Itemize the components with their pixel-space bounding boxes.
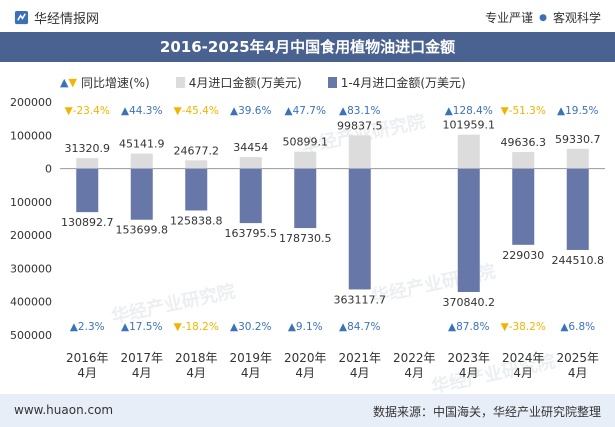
month-bar — [457, 134, 480, 169]
month-bar — [294, 151, 317, 169]
month-value-label: 50899.1 — [283, 136, 329, 149]
month-value-label: 49636.3 — [501, 136, 547, 149]
cum-growth-label: ▼-38.2% — [501, 321, 546, 333]
cum-value-label: 125838.8 — [170, 214, 223, 227]
legend-up-down-icon: ▲▼ — [60, 76, 77, 89]
legend-month-label: 4月进口金额(万美元) — [188, 76, 302, 90]
legend-cum: 1-4月进口金额(万美元) — [327, 74, 466, 91]
month-growth-label: ▲47.7% — [285, 105, 326, 117]
month-bar — [512, 152, 535, 169]
month-growth-label: ▲44.3% — [121, 105, 162, 117]
legend-growth-label: 同比增速(%) — [80, 76, 150, 90]
month-bar — [239, 157, 262, 169]
month-growth-label: ▼-51.3% — [501, 105, 546, 117]
month-value-label: 31320.9 — [65, 142, 111, 155]
cum-growth-label: ▲6.8% — [560, 321, 595, 333]
legend-cum-swatch — [327, 77, 337, 88]
month-bar — [130, 153, 153, 169]
month-value-label: 59330.7 — [555, 133, 601, 146]
x-tick-label: 2020年 4月 — [284, 351, 327, 380]
month-bar — [348, 135, 371, 169]
cum-value-label: 178730.5 — [279, 232, 332, 245]
cum-bar — [566, 168, 589, 250]
cum-bar — [76, 168, 99, 213]
legend-cum-label: 1-4月进口金额(万美元) — [340, 76, 466, 90]
footer-source: 数据来源：中国海关，华经产业研究院整理 — [372, 405, 601, 419]
month-value-label: 24677.2 — [174, 144, 220, 157]
month-bar — [76, 158, 99, 169]
y-tick-label: 0 — [45, 163, 52, 176]
month-value-label: 34454 — [233, 141, 268, 154]
huajing-logo-icon — [14, 10, 29, 25]
cum-bar — [294, 168, 317, 229]
footer-url: www.huaon.com — [14, 403, 114, 417]
cum-bar — [185, 168, 208, 211]
month-growth-label: ▲83.1% — [339, 105, 380, 117]
x-tick-label: 2023年 4月 — [447, 351, 490, 380]
y-tick-label: 100000 — [10, 196, 52, 209]
x-tick-label: 2022年 4月 — [393, 351, 436, 380]
month-bar — [185, 160, 208, 169]
y-tick-label: 500000 — [10, 329, 52, 342]
legend-month-swatch — [175, 77, 185, 88]
cum-growth-label: ▲2.3% — [70, 321, 105, 333]
cum-value-label: 130892.7 — [61, 216, 114, 229]
cum-value-label: 370840.2 — [443, 296, 496, 309]
footer: www.huaon.com 数据来源：中国海关，华经产业研究院整理 — [0, 394, 615, 427]
cum-growth-label: ▼-18.2% — [174, 321, 219, 333]
cum-value-label: 163795.5 — [225, 227, 278, 240]
month-growth-label: ▲19.5% — [557, 105, 598, 117]
cum-bar — [457, 168, 480, 293]
legend-month: 4月进口金额(万美元) — [175, 74, 302, 91]
y-tick-label: 100000 — [10, 129, 52, 142]
month-bar — [566, 148, 589, 169]
brand: 华经情报网 — [14, 8, 99, 27]
slogan: 专业严谨 ● 客观科学 — [485, 9, 601, 26]
legend-growth: ▲▼ 同比增速(%) — [60, 74, 150, 91]
cum-growth-label: ▲17.5% — [121, 321, 162, 333]
y-tick-label: 200000 — [10, 96, 52, 109]
legend: ▲▼ 同比增速(%) 4月进口金额(万美元) 1-4月进口金额(万美元) — [60, 74, 466, 91]
slogan-separator: ● — [539, 12, 547, 23]
cum-growth-label: ▲9.1% — [288, 321, 323, 333]
chart-title: 2016-2025年4月中国食用植物油进口金额 — [0, 32, 615, 62]
top-bar: 华经情报网 专业严谨 ● 客观科学 — [0, 0, 615, 32]
cum-bar — [348, 168, 371, 290]
cum-growth-label: ▲87.8% — [448, 321, 489, 333]
cum-bar — [512, 168, 535, 245]
y-tick-label: 400000 — [10, 296, 52, 309]
month-value-label: 101959.1 — [443, 119, 496, 132]
cum-value-label: 244510.8 — [552, 254, 605, 267]
month-growth-label: ▲128.4% — [445, 105, 493, 117]
bar-chart: 200000 100000 0 100000 200000 300000 400000 500… — [10, 96, 605, 380]
x-tick-label: 2021年 4月 — [338, 351, 381, 380]
cum-bar — [239, 168, 262, 224]
cum-bar — [130, 168, 153, 220]
month-growth-label: ▲39.6% — [230, 105, 271, 117]
month-value-label: 45141.9 — [119, 138, 165, 151]
slogan-tag-2: 客观科学 — [552, 11, 601, 25]
month-growth-label: ▼-23.4% — [65, 105, 110, 117]
cum-value-label: 363117.7 — [334, 293, 387, 306]
month-value-label: 99837.5 — [337, 119, 383, 132]
x-tick-label: 2019年 4月 — [229, 351, 272, 380]
x-tick-label: 2016年 4月 — [66, 351, 109, 380]
slogan-tag-1: 专业严谨 — [485, 11, 534, 25]
y-tick-label: 200000 — [10, 229, 52, 242]
cum-growth-label: ▲84.7% — [339, 321, 380, 333]
cum-value-label: 229030 — [502, 249, 544, 262]
x-tick-label: 2017年 4月 — [120, 351, 163, 380]
x-tick-label: 2018年 4月 — [175, 351, 218, 380]
brand-name: 华经情报网 — [34, 12, 100, 27]
cum-growth-label: ▲30.2% — [230, 321, 271, 333]
x-tick-label: 2024年 4月 — [502, 351, 545, 380]
month-growth-label: ▼-45.4% — [174, 105, 219, 117]
x-tick-label: 2025年 4月 — [556, 351, 599, 380]
cum-value-label: 153699.8 — [116, 224, 169, 237]
y-tick-label: 300000 — [10, 262, 52, 275]
